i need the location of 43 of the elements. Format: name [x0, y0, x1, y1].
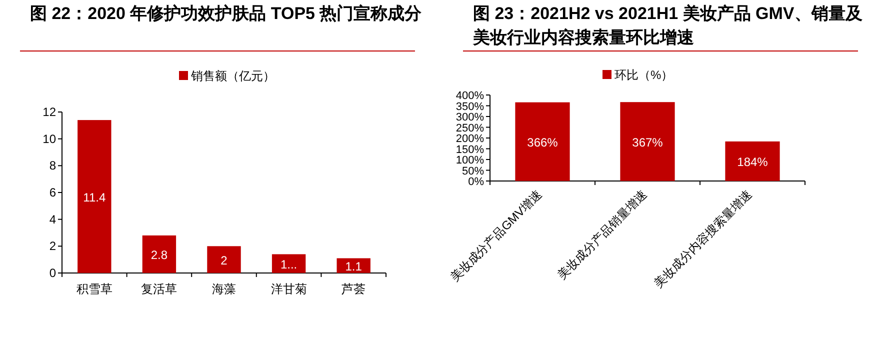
x-tick-label: 美妆成分产品销量增速: [554, 187, 650, 282]
data-label: 367%: [632, 136, 664, 150]
x-tick-label: 洋甘菊: [270, 282, 307, 296]
x-tick-label: 海藻: [212, 282, 236, 296]
y-tick-label: 6: [49, 186, 56, 200]
y-tick-label: 200%: [456, 133, 484, 145]
y-tick-label: 12: [42, 105, 56, 119]
data-label: 2: [220, 254, 228, 268]
data-label: 1...: [280, 258, 298, 272]
bar: [515, 102, 570, 181]
bar: [725, 141, 780, 181]
data-label: 11.4: [83, 190, 106, 205]
legend-label: 环比（%）: [614, 68, 674, 82]
x-tick-label: 复活草: [141, 282, 178, 296]
x-tick-label: 芦荟: [342, 282, 366, 296]
y-tick-label: 350%: [456, 100, 484, 113]
y-tick-label: 2: [49, 239, 56, 254]
bar: [336, 258, 370, 273]
legend-label: 销售额（亿元）: [190, 69, 275, 83]
bar: [78, 120, 112, 273]
y-tick-label: 10: [42, 132, 56, 146]
y-tick-label: 100%: [456, 154, 484, 166]
bar: [620, 102, 675, 181]
y-tick-label: 0: [49, 266, 56, 280]
y-tick-label: 400%: [456, 90, 484, 102]
y-tick-label: 4: [49, 212, 56, 226]
data-label: 366%: [527, 136, 558, 150]
y-tick-label: 8: [49, 158, 56, 173]
y-tick-label: 50%: [462, 165, 484, 178]
data-label: 2.8: [150, 248, 168, 262]
chart-title: 图 22：2020 年修护功效护肤品 TOP5 热门宣称成分: [30, 3, 423, 25]
chart-title: 图 23：2021H2 vs 2021H1 美妆产品 GMV、销量及美妆行业内容搜索量环比增速: [473, 3, 863, 49]
y-tick-label: 150%: [456, 144, 484, 156]
y-tick-label: 300%: [456, 112, 484, 124]
data-label: 184%: [737, 155, 768, 170]
x-tick-label: 美妆成分内容搜索量增速: [651, 187, 755, 290]
bar: [272, 254, 306, 273]
bar: [142, 235, 176, 273]
bar: [207, 246, 241, 273]
data-label: 1.1: [345, 260, 362, 274]
y-tick-label: 250%: [456, 122, 484, 134]
x-tick-label: 积雪草: [76, 282, 112, 296]
y-tick-label: 0%: [468, 176, 484, 188]
